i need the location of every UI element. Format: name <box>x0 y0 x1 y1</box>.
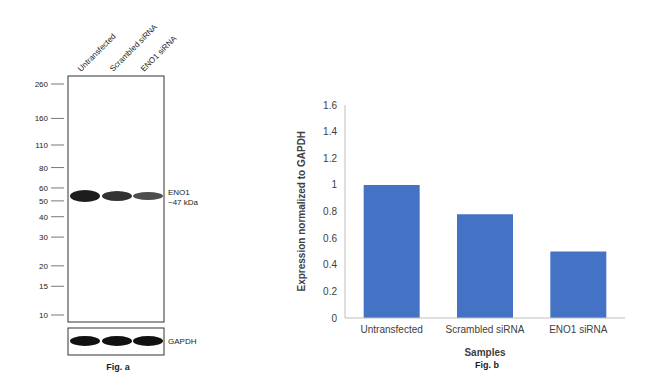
svg-text:15: 15 <box>39 282 48 291</box>
svg-text:10: 10 <box>39 311 48 320</box>
svg-text:110: 110 <box>35 141 48 150</box>
svg-text:30: 30 <box>39 233 48 242</box>
svg-text:80: 80 <box>39 164 48 173</box>
svg-text:60: 60 <box>39 184 48 193</box>
svg-text:1.6: 1.6 <box>323 100 337 111</box>
svg-text:160: 160 <box>35 114 49 123</box>
svg-text:1.4: 1.4 <box>323 126 337 137</box>
svg-text:50: 50 <box>39 197 48 206</box>
svg-text:0.2: 0.2 <box>323 286 337 297</box>
svg-text:ENO1: ENO1 <box>168 188 190 197</box>
svg-text:Scrambled siRNA: Scrambled siRNA <box>446 324 525 335</box>
svg-text:Untransfected: Untransfected <box>76 31 118 74</box>
svg-text:0.4: 0.4 <box>323 259 337 270</box>
svg-text:Samples: Samples <box>464 347 506 358</box>
svg-text:1.2: 1.2 <box>323 153 337 164</box>
svg-text:Untransfected: Untransfected <box>361 324 423 335</box>
svg-text:260: 260 <box>35 80 49 89</box>
svg-text:~47 kDa: ~47 kDa <box>168 198 199 207</box>
svg-text:1: 1 <box>331 179 337 190</box>
svg-text:20: 20 <box>39 262 48 271</box>
svg-text:Expression normalized to GAPDH: Expression normalized to GAPDH <box>296 131 307 292</box>
svg-text:0.6: 0.6 <box>323 233 337 244</box>
svg-text:ENO1 siRNA: ENO1 siRNA <box>549 324 608 335</box>
svg-text:ENO1 siRNA: ENO1 siRNA <box>139 34 179 74</box>
html-text:Fig. b: Fig. b <box>475 360 499 370</box>
svg-text:40: 40 <box>39 213 48 222</box>
svg-text:Scrambled siRNA: Scrambled siRNA <box>108 22 160 74</box>
svg-text:0.8: 0.8 <box>323 206 337 217</box>
svg-text:Fig. a: Fig. a <box>106 362 130 372</box>
svg-text:GAPDH: GAPDH <box>168 337 197 346</box>
svg-text:0: 0 <box>331 313 337 324</box>
